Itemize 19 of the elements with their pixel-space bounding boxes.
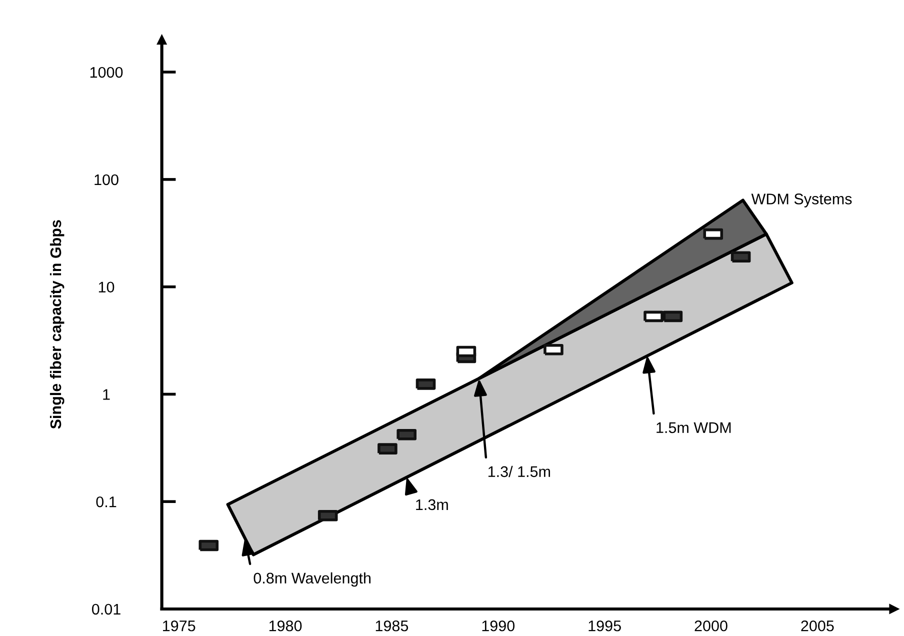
- y-tick-label: 0.1: [96, 496, 116, 508]
- y-tick-label: 10: [98, 282, 114, 293]
- y-tick-label: 0.01: [92, 604, 120, 615]
- x-tick-label: 1975: [163, 620, 196, 632]
- y-tick-label: 1: [103, 389, 110, 400]
- annotation: 1.3/ 1.5m: [488, 466, 550, 478]
- y-axis-title: Single fiber capacity in Gbps: [50, 220, 64, 429]
- x-tick-label: 2000: [694, 620, 728, 632]
- series-label: WDM Systems: [751, 194, 852, 208]
- x-tick-label: 1980: [269, 620, 302, 632]
- y-tick-label: 100: [94, 174, 118, 186]
- x-tick-label: 1990: [482, 620, 515, 632]
- x-tick-label: 1985: [376, 620, 408, 632]
- x-tick-label: 2005: [801, 620, 834, 632]
- annotation: 1.5m WDM: [656, 422, 731, 434]
- annotation: 0.8m Wavelength: [254, 572, 370, 587]
- annotation: 1.3m: [416, 499, 448, 510]
- y-tick-label: 1000: [90, 66, 123, 78]
- x-tick-label: 1995: [588, 620, 621, 632]
